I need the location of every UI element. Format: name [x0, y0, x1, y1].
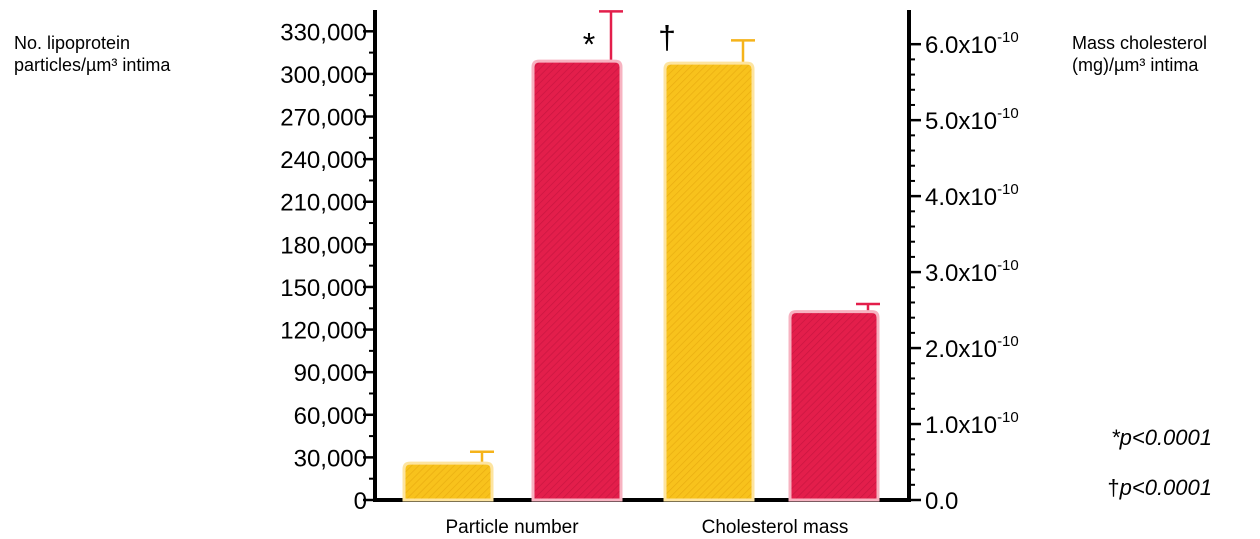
bar [402, 461, 494, 502]
right-axis-title-line-1: Mass cholesterol [1072, 33, 1207, 53]
right-tick-mantissa: 6.0x10 [925, 32, 997, 59]
right-axis-ticks: 0.01.0x10-102.0x10-103.0x10-104.0x10-105… [909, 29, 1019, 515]
right-tick-label: 4.0x10-10 [925, 181, 1019, 211]
significance-note-2: †p<0.0001 [1107, 475, 1212, 500]
bar [531, 59, 623, 502]
right-axis-title-line-2: (mg)/µm³ intima [1072, 55, 1199, 75]
significance-note-2-text: p<0.0001 [1119, 475, 1212, 500]
right-tick-mantissa: 3.0x10 [925, 260, 997, 287]
left-tick-label: 240,000 [280, 147, 367, 174]
left-tick-label: 150,000 [280, 275, 367, 302]
right-tick-label: 2.0x10-10 [925, 333, 1019, 363]
right-tick-exponent: -10 [997, 409, 1019, 426]
left-tick-label: 180,000 [280, 232, 367, 259]
right-tick-label: 0.0 [925, 488, 958, 515]
right-tick-exponent: -10 [997, 29, 1019, 46]
left-tick-label: 210,000 [280, 190, 367, 217]
left-tick-label: 330,000 [280, 19, 367, 46]
left-tick-label: 30,000 [294, 445, 367, 472]
right-tick-label: 5.0x10-10 [925, 105, 1019, 135]
right-tick-exponent: -10 [997, 105, 1019, 122]
right-tick-mantissa: 1.0x10 [925, 412, 997, 439]
left-axis-title-line-1: No. lipoprotein [14, 33, 130, 53]
left-tick-label: 300,000 [280, 62, 367, 89]
significance-note-1: *p<0.0001 [1111, 425, 1212, 450]
right-tick-mantissa: 0.0 [925, 488, 958, 515]
left-axis-title-line-2: particles/µm³ intima [14, 55, 171, 75]
right-axis-title: Mass cholesterol (mg)/µm³ intima [1072, 33, 1212, 75]
left-axis-ticks: 0 30,000 60,000 90,000 120,000 150,000 180,000… [280, 19, 375, 515]
left-axis-title: No. lipoprotein particles/µm³ intima [14, 33, 171, 75]
significance-note-1-prefix: * [1111, 425, 1121, 450]
right-tick-mantissa: 4.0x10 [925, 184, 997, 211]
right-tick-exponent: -10 [997, 181, 1019, 198]
right-tick-label: 6.0x10-10 [925, 29, 1019, 59]
bar-significance-marker: * [583, 26, 595, 62]
left-tick-label: 270,000 [280, 105, 367, 132]
right-tick-exponent: -10 [997, 333, 1019, 350]
left-tick-label: 120,000 [280, 318, 367, 345]
bar-significance-marker: † [658, 19, 676, 55]
bar [663, 61, 755, 502]
left-tick-label: 90,000 [294, 360, 367, 387]
significance-note-2-prefix: † [1107, 475, 1119, 500]
right-tick-label: 3.0x10-10 [925, 257, 1019, 287]
bar [788, 310, 880, 502]
right-tick-mantissa: 5.0x10 [925, 108, 997, 135]
bars: * † [402, 10, 880, 502]
significance-note-1-text: p<0.0001 [1119, 425, 1212, 450]
left-tick-label: 0 [354, 488, 367, 515]
category-label-cholesterol-mass: Cholesterol mass [702, 517, 849, 538]
category-label-particle-number: Particle number [445, 517, 579, 538]
right-tick-exponent: -10 [997, 257, 1019, 274]
right-tick-mantissa: 2.0x10 [925, 336, 997, 363]
right-tick-label: 1.0x10-10 [925, 409, 1019, 439]
left-tick-label: 60,000 [294, 403, 367, 430]
